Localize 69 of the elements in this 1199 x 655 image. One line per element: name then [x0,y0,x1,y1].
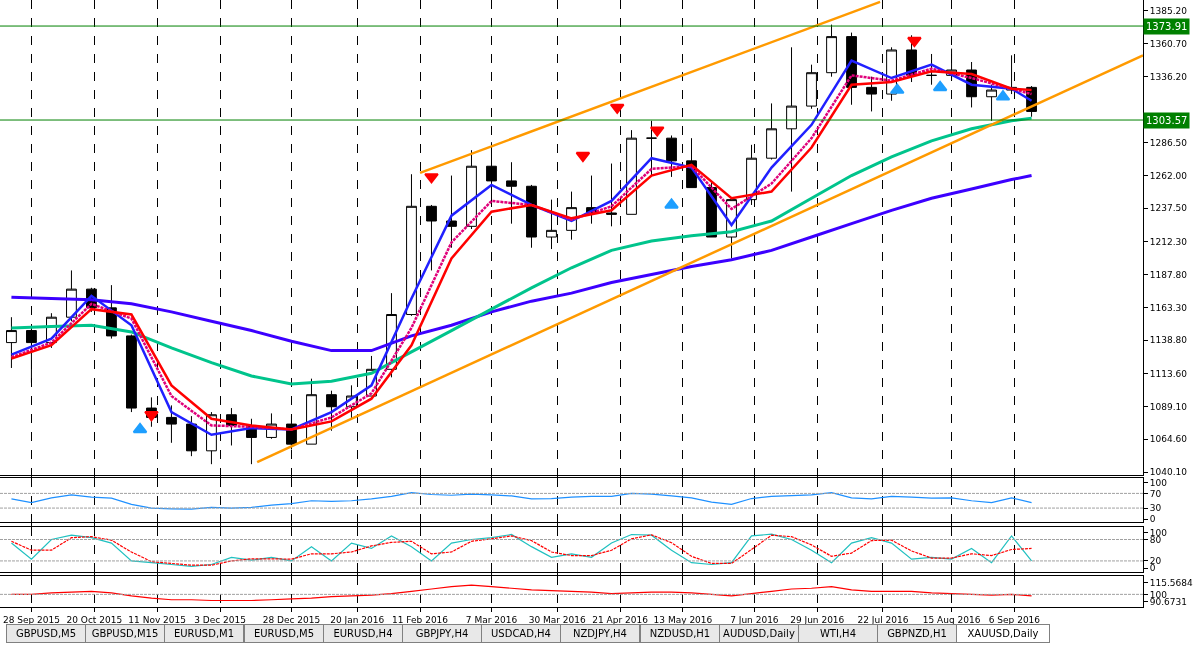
text: GBPUSD,M15 [91,628,159,639]
y-tick-label: 1237.50 [1149,203,1188,214]
text: EURUSD,M5 [253,628,315,639]
text: XAUUSD,Daily [967,628,1039,639]
y-tick-label: 1187.80 [1149,269,1188,280]
line-series [10,492,1033,510]
y-tick-label: 1163.30 [1149,302,1188,313]
candlestick [766,102,777,161]
y-tick-label: 0 [1149,514,1156,525]
candlestick [466,149,477,230]
candlestick [826,24,837,78]
text: GBPJPY,H4 [415,628,469,639]
y-tick-label: 1089.10 [1149,401,1188,412]
text: EURUSD,M1 [173,628,235,639]
text: AUDUSD,Daily [723,628,795,639]
candlestick [866,76,877,112]
x-tick-label: 6 Sep 2016 [988,614,1041,625]
candlestick [426,204,437,271]
x-tick-label: 20 Oct 2015 [66,614,123,625]
y-tick-label: 1064.60 [1149,434,1188,445]
y-tick-label: 1138.80 [1149,335,1188,346]
y-tick-label: 1113.60 [1149,369,1188,379]
line-series [10,584,1033,602]
x-tick-label: 13 May 2016 [653,614,713,625]
text: NZDJPY,H4 [573,628,627,639]
y-tick-label: 1040.10 [1149,467,1188,478]
y-tick-label: 1286.50 [1149,137,1188,148]
y-tick-label: 1336.20 [1149,71,1188,82]
ref-line-label: 1303.57 [1146,115,1188,126]
candlestick [926,53,937,86]
candlestick [186,415,197,457]
y-tick-label: 1262.00 [1149,170,1188,181]
candlestick [606,163,617,227]
x-tick-label: 11 Nov 2015 [128,614,186,625]
x-tick-label: 21 Apr 2016 [592,614,649,625]
candlestick [126,334,137,413]
text: EURUSD,H4 [333,628,393,639]
candlestick [666,134,677,178]
x-tick-label: 3 Dec 2015 [194,614,246,625]
x-tick-label: 11 Feb 2016 [392,614,449,625]
candlestick [166,404,177,444]
x-tick-label: 28 Sep 2015 [2,614,60,625]
text: NZDUSD,H1 [649,628,711,639]
line-series [9,116,1034,386]
x-tick-label: 7 Mar 2016 [465,614,518,625]
y-tick-label: 1360.70 [1149,38,1188,49]
y-tick-label: 1385.20 [1149,6,1188,17]
ref-line-label: 1373.91 [1146,21,1188,32]
text: GBPNZD,H1 [887,628,947,639]
y-tick-label: 30 [1149,503,1162,514]
candlestick [786,46,797,193]
candlestick [406,173,417,317]
line-series [9,174,1034,353]
text: WTI,H4 [819,628,857,639]
y-tick-label: 100 [1149,477,1168,488]
candlestick [526,184,537,249]
y-tick-label: 1212.30 [1149,237,1188,248]
candlestick [446,175,457,249]
candlestick [506,161,517,225]
y-tick-label: 70 [1149,488,1162,499]
candlestick [326,390,337,432]
candlestick [6,316,17,369]
y-tick-label: 115.5684 [1149,577,1194,588]
text: USDCAD,H4 [491,628,551,639]
y-tick-label: 0 [1149,563,1156,574]
candlestick [646,120,657,177]
x-tick-label: 30 Mar 2016 [528,614,587,625]
text: GBPUSD,M5 [15,628,77,639]
x-tick-label: 28 Dec 2015 [262,614,321,625]
